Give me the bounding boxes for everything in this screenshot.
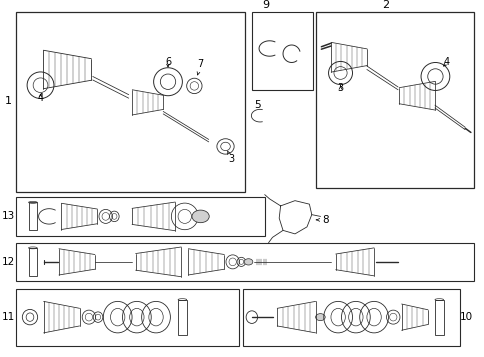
Bar xyxy=(242,289,459,346)
Bar xyxy=(29,248,37,276)
Text: 12: 12 xyxy=(1,257,15,267)
Circle shape xyxy=(315,314,325,321)
Text: 10: 10 xyxy=(459,312,472,322)
Text: 2: 2 xyxy=(382,0,389,10)
Bar xyxy=(178,300,186,335)
Text: 1: 1 xyxy=(5,96,12,106)
Text: 5: 5 xyxy=(254,100,260,110)
Bar xyxy=(315,12,473,188)
Text: 13: 13 xyxy=(1,211,15,221)
Text: 9: 9 xyxy=(262,0,269,10)
Text: 11: 11 xyxy=(1,312,15,322)
Text: 3: 3 xyxy=(337,84,343,94)
Bar xyxy=(15,197,265,236)
Bar xyxy=(15,243,473,281)
Bar xyxy=(251,12,313,90)
Bar xyxy=(29,202,37,230)
Text: 4: 4 xyxy=(443,57,449,67)
Circle shape xyxy=(192,210,209,223)
Text: 3: 3 xyxy=(227,151,234,164)
Text: 4: 4 xyxy=(37,93,44,103)
Bar xyxy=(15,12,244,192)
Circle shape xyxy=(244,259,252,265)
Bar xyxy=(15,289,239,346)
Text: 8: 8 xyxy=(316,215,328,225)
Text: 7: 7 xyxy=(197,59,203,75)
Bar xyxy=(434,300,443,335)
Text: 6: 6 xyxy=(165,57,171,67)
